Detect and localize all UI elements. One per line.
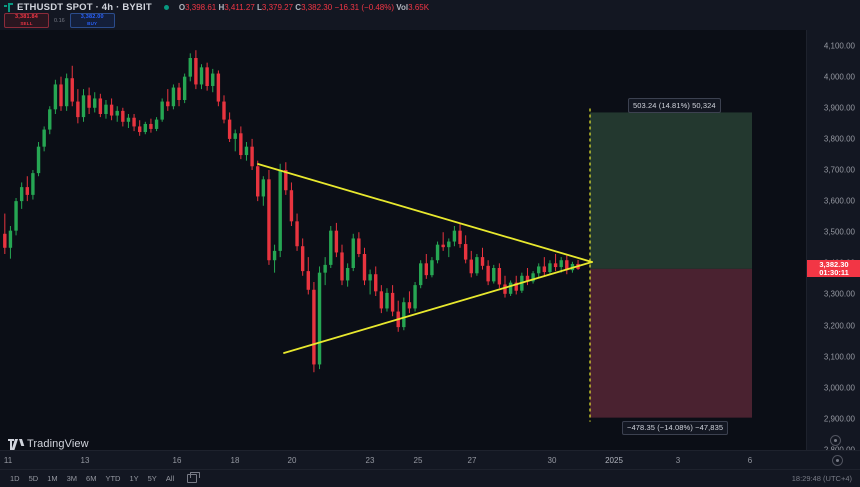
symbol-title[interactable]: ETHUSDT SPOT · 4h · BYBIT xyxy=(17,1,152,13)
time-tick: 6 xyxy=(747,456,753,465)
ohlc-values: O3,398.61 H3,411.27 L3,379.27 C3,382.30 … xyxy=(179,3,429,12)
timeframe-1d[interactable]: 1D xyxy=(10,474,20,483)
time-tick: 11 xyxy=(3,456,13,465)
footer-toolbar: 1D 5D 1M 3M 6M YTD 1Y 5Y All 18:29:48 (UTC+4) xyxy=(0,469,860,487)
ohlc-high-key: H xyxy=(218,2,225,12)
price-axis-gear-icon[interactable] xyxy=(830,435,841,446)
ohlc-open-key: O xyxy=(178,2,186,12)
symmetrical-triangle-drawing[interactable] xyxy=(257,163,593,354)
timeframe-1m[interactable]: 1M xyxy=(47,474,58,483)
timeframe-3m[interactable]: 3M xyxy=(66,474,78,483)
timeframe-1y[interactable]: 1Y xyxy=(129,474,139,483)
price-axis[interactable]: USDT 4,100.004,000.003,900.003,800.003,7… xyxy=(806,0,860,455)
price-tick: 2,900.00 xyxy=(823,414,855,424)
time-axis-gear-icon[interactable] xyxy=(832,455,843,466)
clock-label: 18:29:48 (UTC+4) xyxy=(791,474,852,483)
risk-reward-loss-label[interactable]: −478.35 (−14.08%) −47,835 xyxy=(622,420,729,436)
time-tick: 20 xyxy=(287,456,297,465)
price-tick: 3,500.00 xyxy=(823,227,855,237)
time-tick: 13 xyxy=(80,456,90,465)
price-tick: 4,100.00 xyxy=(823,41,855,51)
tradingview-logo-icon xyxy=(8,438,24,450)
ohlc-low-key: L xyxy=(257,2,262,12)
trade-panel: 3,381.84 SELL 0.16 3,382.00 BUY xyxy=(4,13,115,28)
price-tick: 3,000.00 xyxy=(823,383,855,393)
risk-reward-profit-label[interactable]: 503.24 (14.81%) 50,324 xyxy=(628,98,721,113)
sell-button[interactable]: 3,381.84 SELL xyxy=(4,13,49,28)
price-tick: 3,800.00 xyxy=(823,134,855,144)
current-price-badge[interactable]: 3,382.30 01:30:11 xyxy=(807,259,860,278)
price-tick: 4,000.00 xyxy=(823,72,855,82)
timeframe-group: 1D 5D 1M 3M 6M YTD 1Y 5Y All xyxy=(0,472,178,485)
current-price-value: 3,382.30 xyxy=(819,259,849,269)
candle-series xyxy=(3,50,580,373)
volume-key: Vol xyxy=(396,2,409,12)
risk-reward-box[interactable] xyxy=(590,112,752,418)
price-tick: 3,900.00 xyxy=(823,103,855,113)
time-tick: 25 xyxy=(413,456,423,465)
volume-value: 3.65K xyxy=(408,2,430,12)
time-tick: 16 xyxy=(172,456,182,465)
ohlc-close-key: C xyxy=(295,2,302,12)
ohlc-open-value: 3,398.61 xyxy=(185,2,217,12)
timeframe-all[interactable]: All xyxy=(165,474,175,483)
price-tick: 3,100.00 xyxy=(823,352,855,362)
chart-legend-bar: ETHUSDT SPOT · 4h · BYBIT O3,398.61 H3,4… xyxy=(0,0,860,30)
ohlc-low-value: 3,379.27 xyxy=(261,2,294,12)
ohlc-change: −16.31 (−0.48%) xyxy=(334,2,395,12)
buy-label: BUY xyxy=(87,20,98,26)
time-tick: 2025 xyxy=(605,456,623,465)
timeframe-ytd[interactable]: YTD xyxy=(105,474,121,483)
buy-price: 3,382.00 xyxy=(80,14,104,20)
bar-countdown: 01:30:11 xyxy=(819,267,849,277)
timeframe-6m[interactable]: 6M xyxy=(86,474,97,483)
time-axis[interactable]: 11 13 16 18 20 23 25 27 30 2025 3 6 xyxy=(0,450,860,469)
tradingview-wordmark: TradingView xyxy=(27,438,89,450)
ohlc-high-value: 3,411.27 xyxy=(224,2,255,12)
time-tick: 3 xyxy=(675,456,681,465)
candlestick-canvas[interactable] xyxy=(0,30,806,450)
price-tick: 3,700.00 xyxy=(823,165,855,175)
price-tick: 3,200.00 xyxy=(823,321,855,331)
market-open-dot-icon xyxy=(163,4,169,10)
time-tick: 23 xyxy=(365,456,375,465)
price-tick: 3,600.00 xyxy=(823,196,855,206)
sell-label: SELL xyxy=(20,20,33,26)
spread-value: 0.16 xyxy=(54,17,65,24)
sell-price: 3,381.84 xyxy=(14,14,38,20)
time-tick: 27 xyxy=(467,456,477,465)
symbol-legend[interactable]: ETHUSDT SPOT · 4h · BYBIT O3,398.61 H3,4… xyxy=(4,1,429,13)
tradingview-watermark[interactable]: TradingView xyxy=(8,438,89,450)
time-tick: 30 xyxy=(547,456,557,465)
price-tick: 3,300.00 xyxy=(823,289,855,299)
reset-chart-icon[interactable] xyxy=(187,472,201,483)
timeframe-5d[interactable]: 5D xyxy=(28,474,39,483)
time-tick: 18 xyxy=(230,456,240,465)
buy-button[interactable]: 3,382.00 BUY xyxy=(69,13,115,28)
tradingview-mini-icon xyxy=(4,2,13,12)
chart-plot-area[interactable] xyxy=(0,30,806,450)
ohlc-close-value: 3,382.30 xyxy=(301,2,333,12)
timeframe-5y[interactable]: 5Y xyxy=(147,474,157,483)
